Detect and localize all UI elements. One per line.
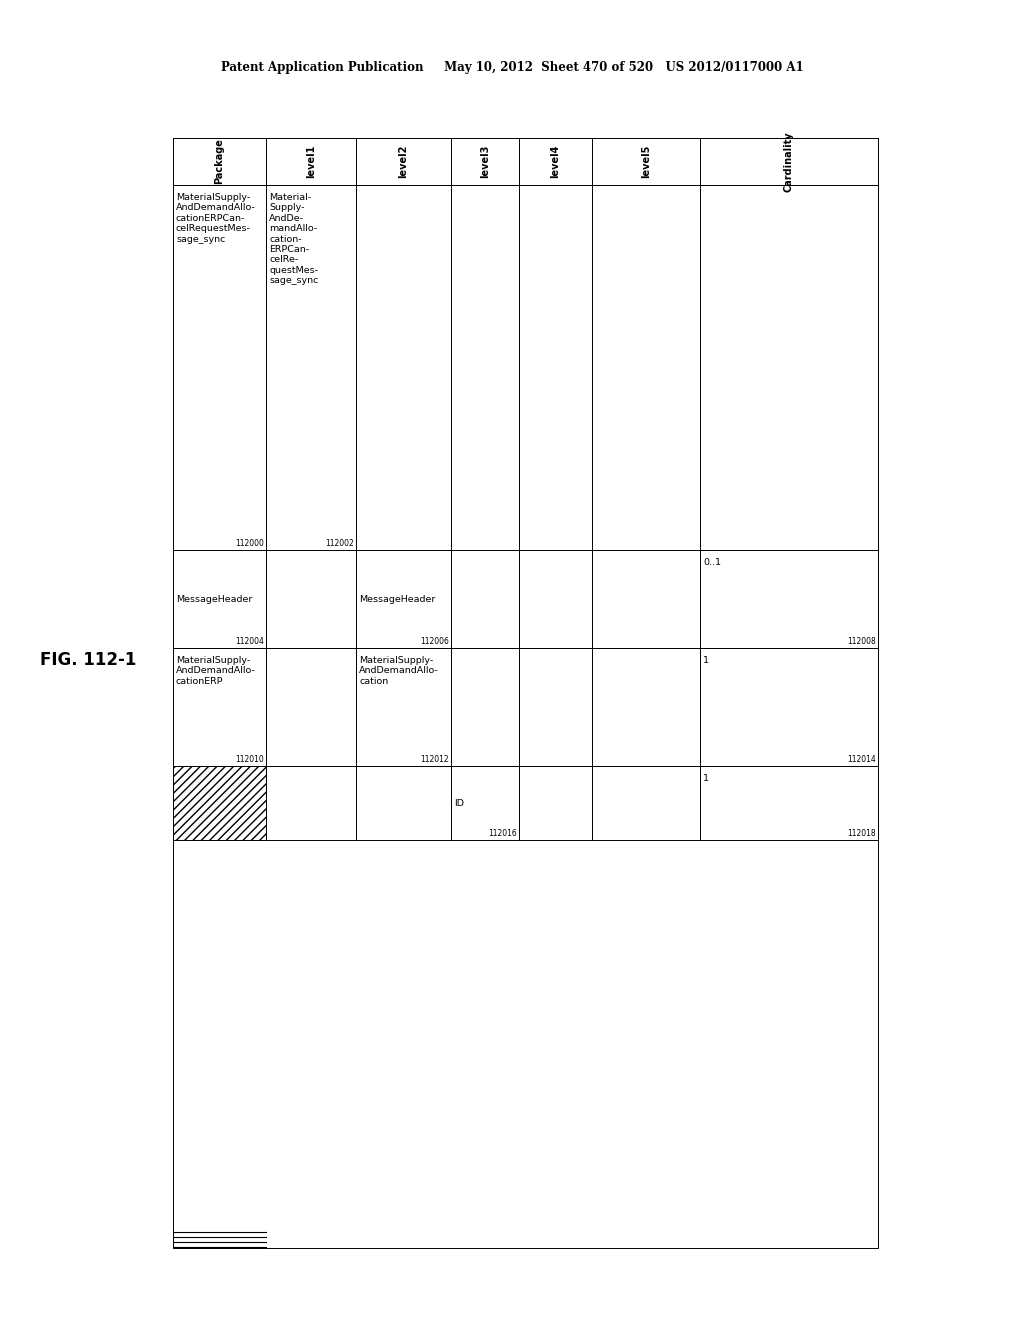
Bar	[173, 139, 266, 185]
Text: level1: level1	[306, 145, 316, 178]
Text: 112000: 112000	[236, 539, 264, 548]
Text: 112014: 112014	[847, 755, 876, 764]
Text: MaterialSupply-
AndDemandAllo-
cationERPCan-
celRequestMes-
sage_sync: MaterialSupply- AndDemandAllo- cationERP…	[176, 193, 256, 244]
Bar	[356, 550, 451, 648]
Bar	[700, 766, 878, 840]
Bar	[451, 139, 519, 185]
Bar	[451, 550, 519, 648]
Bar	[519, 185, 592, 550]
Bar	[451, 766, 519, 840]
Bar	[700, 185, 878, 550]
Text: 112006: 112006	[420, 638, 449, 645]
Text: MaterialSupply-
AndDemandAllo-
cationERP: MaterialSupply- AndDemandAllo- cationERP	[176, 656, 256, 686]
Text: 0..1: 0..1	[703, 558, 721, 568]
Text: 112002: 112002	[326, 539, 354, 548]
Bar	[266, 648, 356, 766]
Bar	[519, 648, 592, 766]
Bar	[451, 185, 519, 550]
Text: Package: Package	[214, 139, 224, 185]
Bar	[592, 185, 700, 550]
Bar	[266, 550, 356, 648]
Text: ID: ID	[454, 799, 464, 808]
Bar	[700, 550, 878, 648]
Bar	[592, 766, 700, 840]
Text: MessageHeader: MessageHeader	[176, 594, 252, 603]
Bar	[592, 139, 700, 185]
Text: level5: level5	[641, 145, 651, 178]
Bar	[356, 139, 451, 185]
Text: 112012: 112012	[421, 755, 449, 764]
Text: 112018: 112018	[848, 829, 876, 838]
Text: 112010: 112010	[236, 755, 264, 764]
Bar	[266, 139, 356, 185]
Bar	[356, 185, 451, 550]
Bar	[356, 648, 451, 766]
Text: 1: 1	[703, 656, 709, 665]
Bar	[592, 550, 700, 648]
Bar	[173, 766, 266, 840]
Bar	[356, 766, 451, 840]
Bar	[173, 550, 266, 648]
Bar	[173, 139, 878, 1247]
Text: Material-
Supply-
AndDe-
mandAllo-
cation-
ERPCan-
celRe-
questMes-
sage_sync: Material- Supply- AndDe- mandAllo- catio…	[269, 193, 318, 285]
Bar	[519, 139, 592, 185]
Text: 112004: 112004	[236, 638, 264, 645]
Bar	[519, 550, 592, 648]
Bar	[592, 648, 700, 766]
Text: 1: 1	[703, 774, 709, 783]
Bar	[173, 185, 266, 550]
Bar	[266, 185, 356, 550]
Bar	[519, 766, 592, 840]
Text: MaterialSupply-
AndDemandAllo-
cation: MaterialSupply- AndDemandAllo- cation	[359, 656, 438, 686]
Text: level3: level3	[480, 145, 490, 178]
Bar	[700, 648, 878, 766]
Text: Patent Application Publication     May 10, 2012  Sheet 470 of 520   US 2012/0117: Patent Application Publication May 10, 2…	[221, 62, 803, 74]
Bar	[700, 139, 878, 185]
Text: level2: level2	[398, 145, 409, 178]
Text: FIG. 112-1: FIG. 112-1	[40, 651, 136, 669]
Text: 112008: 112008	[847, 638, 876, 645]
Text: level4: level4	[551, 145, 560, 178]
Bar	[451, 648, 519, 766]
Bar	[266, 766, 356, 840]
Bar	[173, 648, 266, 766]
Text: MessageHeader: MessageHeader	[359, 594, 435, 603]
Text: Cardinality: Cardinality	[784, 131, 794, 191]
Text: 112016: 112016	[488, 829, 517, 838]
